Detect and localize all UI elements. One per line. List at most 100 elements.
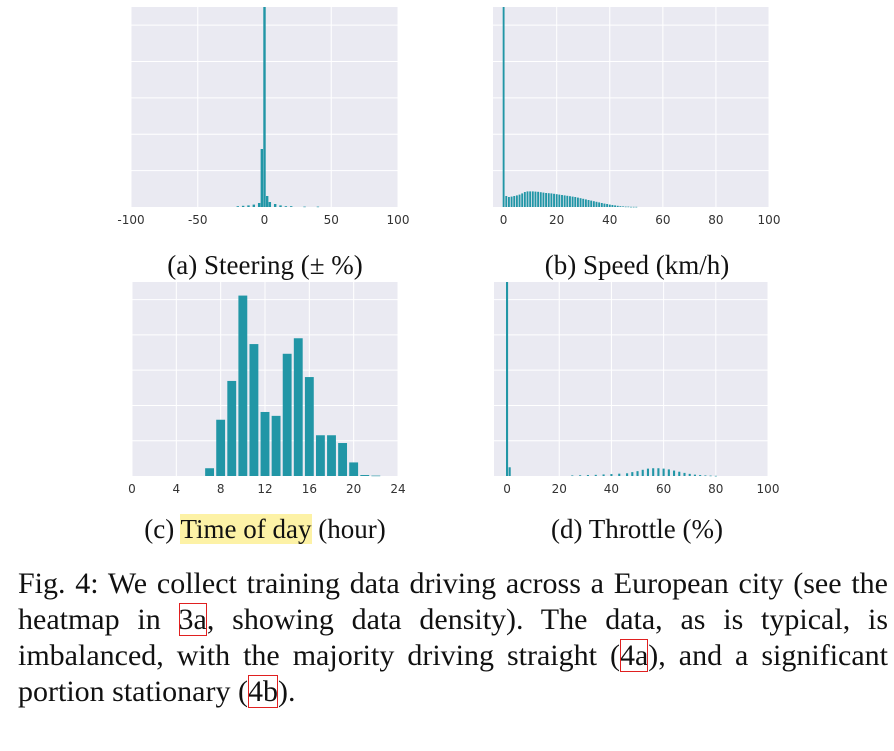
time-of-day-bar xyxy=(216,419,226,476)
speed-bar xyxy=(627,206,630,208)
time-of-day-bar xyxy=(371,475,381,477)
time-of-day-bar xyxy=(238,295,248,476)
throttle-bar xyxy=(652,468,655,476)
throttle-bar xyxy=(662,468,665,476)
speed-bar xyxy=(619,206,622,207)
speed-x-tick-label: 80 xyxy=(708,213,723,227)
steering-caption-label: (a) xyxy=(167,250,198,280)
steering-bar xyxy=(289,206,293,207)
throttle-bar xyxy=(693,474,696,476)
speed-bar xyxy=(606,204,609,207)
speed-bar xyxy=(558,194,561,207)
plot-area xyxy=(493,7,769,207)
steering-caption: (a) Steering (± %) xyxy=(100,250,430,281)
figure-caption-part4: ). xyxy=(277,675,296,708)
steering-bar xyxy=(260,149,264,207)
speed-bar xyxy=(592,201,595,207)
time-of-day-bar xyxy=(338,443,348,476)
speed-bar xyxy=(550,193,553,207)
throttle-bar xyxy=(631,472,634,476)
speed-panel: 0 20 40 60 80 100 (b) Speed (km/h) xyxy=(447,0,894,282)
speed-bar xyxy=(531,191,534,207)
throttle-x-tick-label: 0 xyxy=(503,482,511,496)
speed-x-tick-label: 60 xyxy=(655,213,670,227)
steering-x-tick-label: 50 xyxy=(324,213,339,227)
throttle-caption-label: (d) xyxy=(551,514,583,544)
throttle-x-tick-label: 100 xyxy=(757,482,780,496)
throttle-bar xyxy=(618,473,621,476)
time-of-day-chart: 0 4 8 12 16 20 24 xyxy=(128,282,406,496)
steering-bar xyxy=(263,7,266,207)
time-of-day-x-tick-label: 8 xyxy=(217,482,225,496)
ref-link-4b[interactable]: 4b xyxy=(247,675,278,708)
steering-bar xyxy=(236,206,240,207)
steering-bar xyxy=(268,202,272,207)
time-of-day-bar xyxy=(315,435,325,476)
throttle-bar xyxy=(699,475,702,476)
speed-bar xyxy=(635,206,638,208)
speed-bar xyxy=(630,206,632,208)
throttle-bar xyxy=(602,474,605,476)
time-of-day-bar xyxy=(227,380,237,476)
speed-bar xyxy=(595,201,598,207)
throttle-bar xyxy=(714,475,717,477)
throttle-bar xyxy=(709,475,712,477)
figure-caption-label: Fig. 4: xyxy=(18,567,99,600)
speed-bar xyxy=(534,191,537,207)
figure-caption-part3: ), and a significant portion stationary … xyxy=(18,639,888,708)
time-of-day-x-tick-label: 0 xyxy=(128,482,136,496)
speed-chart: 0 20 40 60 80 100 xyxy=(493,7,781,227)
speed-bar xyxy=(632,206,635,208)
steering-bar xyxy=(284,206,288,207)
time-of-day-panel: 0 4 8 12 16 20 24 (c) Time of day (hour) xyxy=(0,282,447,558)
plot-area xyxy=(494,282,768,476)
speed-x-tick-label: 100 xyxy=(758,213,781,227)
steering-x-tick-label: -50 xyxy=(188,213,208,227)
time-of-day-x-tick-label: 16 xyxy=(302,482,317,496)
ref-link-3a[interactable]: 3a xyxy=(178,603,207,636)
speed-bar xyxy=(579,198,582,207)
speed-x-tick-label: 40 xyxy=(602,213,617,227)
speed-bar xyxy=(561,195,563,207)
steering-bar xyxy=(252,204,256,207)
time-of-day-bar xyxy=(271,415,281,476)
figure-caption: Fig. 4: We collect training data driving… xyxy=(18,566,888,710)
speed-bar xyxy=(614,205,617,207)
figure-caption-part2: , showing data density). The data, as is… xyxy=(18,603,888,672)
speed-bar xyxy=(518,194,521,207)
time-of-day-caption: (c) Time of day (hour) xyxy=(90,514,440,545)
speed-bar xyxy=(576,197,579,207)
speed-bar xyxy=(502,7,505,207)
ref-link-4a[interactable]: 4a xyxy=(619,639,649,672)
throttle-bar xyxy=(610,474,613,476)
throttle-bar xyxy=(678,471,681,476)
time-of-day-bar xyxy=(349,462,359,476)
throttle-x-tick-label: 80 xyxy=(708,482,723,496)
time-of-day-x-tick-label: 12 xyxy=(257,482,272,496)
speed-bar xyxy=(603,203,606,207)
time-of-day-bar xyxy=(304,377,314,476)
speed-bar xyxy=(505,196,508,207)
speed-bar xyxy=(555,194,558,207)
steering-caption-text: Steering (± %) xyxy=(203,250,363,280)
speed-bar xyxy=(584,199,587,207)
time-of-day-x-tick-label: 4 xyxy=(173,482,181,496)
speed-bar xyxy=(590,200,593,207)
speed-bar xyxy=(569,196,571,207)
speed-bar xyxy=(510,196,513,207)
time-of-day-x-tick-label: 20 xyxy=(346,482,361,496)
speed-bar xyxy=(624,206,627,208)
time-of-day-bar xyxy=(327,435,336,476)
speed-caption-text: Speed (km/h) xyxy=(583,250,730,280)
speed-x-tick-label: 0 xyxy=(500,213,508,227)
throttle-bar xyxy=(579,475,582,476)
throttle-bar xyxy=(657,468,660,476)
throttle-panel: 0 20 40 60 80 100 (d) Throttle (%) xyxy=(447,282,894,558)
throttle-bar xyxy=(506,282,509,476)
steering-bar xyxy=(273,204,277,207)
steering-chart: -100 -50 0 50 100 xyxy=(117,7,409,227)
time-of-day-bar xyxy=(260,411,270,476)
speed-bar xyxy=(611,205,614,207)
throttle-bar xyxy=(683,472,686,476)
speed-bar xyxy=(616,205,619,207)
